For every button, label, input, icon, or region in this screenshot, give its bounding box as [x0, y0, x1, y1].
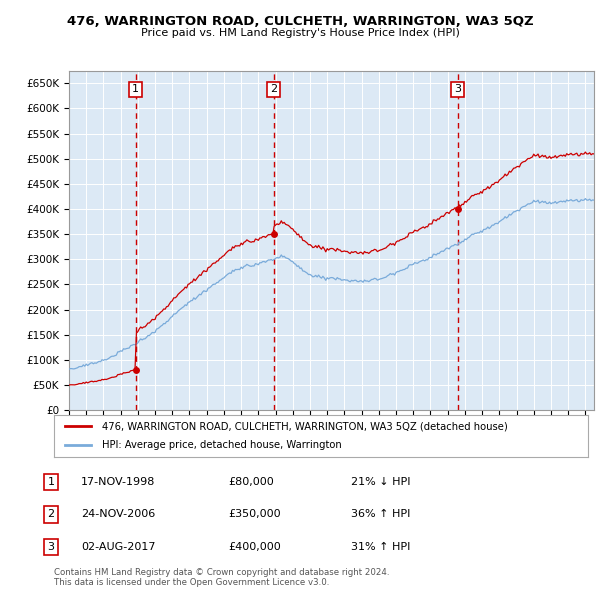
- Text: 3: 3: [47, 542, 55, 552]
- Text: 1: 1: [47, 477, 55, 487]
- Text: 1: 1: [132, 84, 139, 94]
- Text: £80,000: £80,000: [228, 477, 274, 487]
- Text: £350,000: £350,000: [228, 510, 281, 519]
- Text: 17-NOV-1998: 17-NOV-1998: [81, 477, 155, 487]
- Text: HPI: Average price, detached house, Warrington: HPI: Average price, detached house, Warr…: [102, 440, 342, 450]
- Text: Contains HM Land Registry data © Crown copyright and database right 2024.
This d: Contains HM Land Registry data © Crown c…: [54, 568, 389, 587]
- Text: 476, WARRINGTON ROAD, CULCHETH, WARRINGTON, WA3 5QZ (detached house): 476, WARRINGTON ROAD, CULCHETH, WARRINGT…: [102, 421, 508, 431]
- Text: 3: 3: [454, 84, 461, 94]
- Text: 36% ↑ HPI: 36% ↑ HPI: [351, 510, 410, 519]
- Text: £400,000: £400,000: [228, 542, 281, 552]
- Text: 31% ↑ HPI: 31% ↑ HPI: [351, 542, 410, 552]
- Text: Price paid vs. HM Land Registry's House Price Index (HPI): Price paid vs. HM Land Registry's House …: [140, 28, 460, 38]
- Text: 21% ↓ HPI: 21% ↓ HPI: [351, 477, 410, 487]
- Text: 02-AUG-2017: 02-AUG-2017: [81, 542, 155, 552]
- Text: 476, WARRINGTON ROAD, CULCHETH, WARRINGTON, WA3 5QZ: 476, WARRINGTON ROAD, CULCHETH, WARRINGT…: [67, 15, 533, 28]
- Text: 2: 2: [270, 84, 277, 94]
- Text: 2: 2: [47, 510, 55, 519]
- Text: 24-NOV-2006: 24-NOV-2006: [81, 510, 155, 519]
